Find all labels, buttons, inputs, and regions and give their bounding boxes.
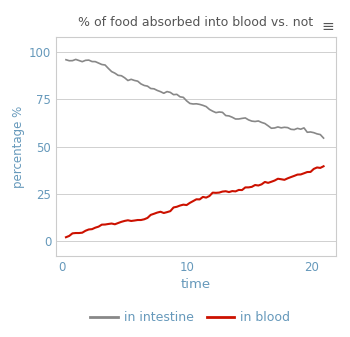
Y-axis label: percentage %: percentage % <box>12 105 25 188</box>
Text: ≡: ≡ <box>322 19 334 34</box>
X-axis label: time: time <box>181 278 211 291</box>
Title: % of food absorbed into blood vs. not: % of food absorbed into blood vs. not <box>78 16 314 29</box>
Legend: in intestine, in blood: in intestine, in blood <box>85 306 295 329</box>
